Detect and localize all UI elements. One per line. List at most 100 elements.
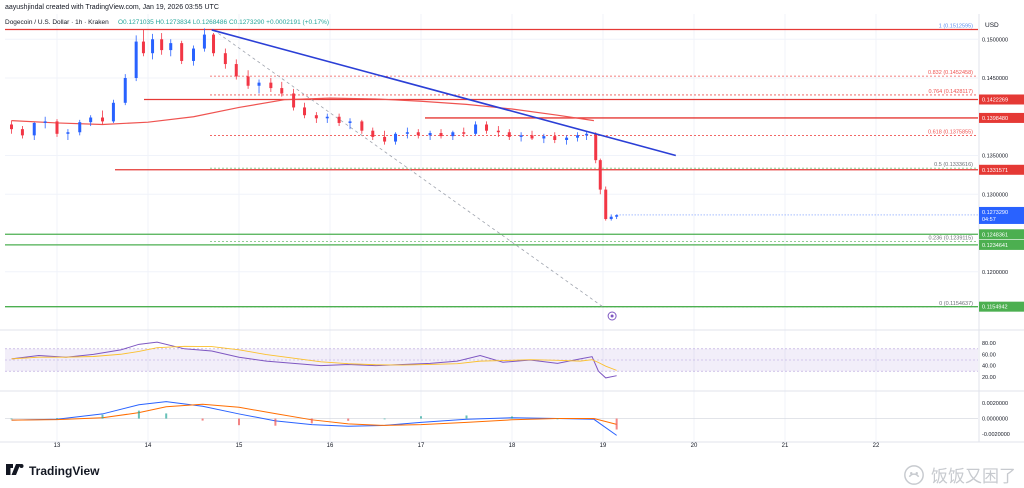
countdown-label: 04:57: [982, 217, 996, 223]
macd-histogram-bar: [274, 418, 277, 426]
candle-body: [257, 82, 261, 86]
candle-body: [280, 88, 284, 94]
candle-body: [615, 215, 619, 217]
candle-body: [10, 124, 13, 130]
macd-histogram-bar: [10, 418, 13, 420]
macd-histogram-bar: [137, 410, 140, 419]
x-tick-label: 17: [418, 443, 425, 449]
watermark: 饭饭又困了: [903, 462, 1016, 487]
candle-body: [325, 116, 329, 119]
candle-body: [576, 135, 580, 138]
candle-body: [151, 39, 155, 54]
candle-body: [604, 189, 608, 220]
candle-body: [269, 82, 273, 89]
level-price-tag: [979, 229, 1024, 240]
macd-histogram-bar: [165, 413, 168, 419]
candle-body: [202, 34, 206, 49]
current-price-label: 0.1273290: [982, 210, 1008, 216]
rsi-tick-label: 20.00: [982, 375, 996, 381]
candle-body: [519, 135, 523, 137]
macd-histogram-bar: [201, 418, 204, 421]
x-tick-label: 19: [600, 443, 607, 449]
level-price-tag: [979, 164, 1024, 175]
x-tick-label: 16: [327, 443, 334, 449]
author-credit: aayushjindal created with TradingView.co…: [5, 4, 219, 11]
candle-body: [169, 43, 173, 51]
macd-histogram-bar: [101, 414, 104, 419]
x-tick-label: 21: [782, 443, 789, 449]
candle-body: [428, 133, 432, 136]
candle-body: [496, 130, 500, 133]
candle-body: [462, 132, 466, 134]
level-price-tag: [979, 301, 1024, 312]
price-tick-label: 0.1450000: [982, 76, 1008, 82]
fib-level-label: 0.5 (0.1333616): [934, 162, 973, 168]
candle-body: [234, 64, 238, 77]
x-tick-label: 20: [691, 443, 698, 449]
macd-tick-label: 0.0000000: [982, 417, 1008, 423]
macd-histogram-bar: [511, 416, 513, 419]
rsi-band: [5, 348, 978, 372]
candle-body: [394, 133, 398, 142]
macd-histogram-bar: [556, 418, 559, 420]
brand-text: TradingView: [29, 464, 100, 478]
macd-line: [11, 401, 617, 436]
candle-body: [134, 41, 138, 78]
price-tick-label: 0.1300000: [982, 192, 1008, 198]
fib-level-label: 0.236 (0.1239115): [928, 235, 973, 241]
event-marker-icon: [607, 311, 617, 321]
level-price-tag: [979, 112, 1024, 123]
x-tick-label: 15: [236, 443, 243, 449]
price-tick-label: 0.1200000: [982, 270, 1008, 276]
x-tick-label: 18: [509, 443, 516, 449]
candle-body: [485, 124, 489, 131]
trendline: [211, 29, 677, 157]
candle-body: [89, 117, 93, 123]
macd-histogram-bar: [238, 418, 240, 426]
price-tick-label: 0.1500000: [982, 37, 1008, 43]
x-tick-label: 22: [873, 443, 880, 449]
level-price-label: 0.1422269: [982, 97, 1008, 103]
rsi-line: [11, 341, 617, 379]
ohlc-values: O0.1271035 H0.1273834 L0.1268486 C0.1273…: [118, 19, 329, 26]
candle-body: [180, 43, 184, 61]
candle-body: [585, 133, 589, 136]
x-tick-label: 14: [145, 443, 152, 449]
candle-body: [348, 121, 352, 123]
chart-area[interactable]: 13 14 15 16 17 18 19 20 21 22 0.1500000 0.1450000 0.…: [0, 14, 1024, 454]
candle-body: [101, 117, 104, 122]
fib-level-label: 0.764 (0.1428117): [928, 89, 973, 95]
macd-tick-label: 0.0020000: [982, 401, 1008, 407]
rsi-ma-line: [11, 345, 617, 371]
rsi-tick-label: 80.00: [982, 341, 996, 347]
watermark-icon: [904, 464, 924, 485]
macd-histogram-bar: [592, 418, 595, 420]
candle-body: [360, 121, 364, 131]
candle-body: [598, 160, 602, 190]
event-marker-dot: [610, 314, 614, 318]
candle-body: [246, 76, 250, 86]
macd-histogram-bar: [383, 418, 386, 420]
candle-body: [565, 137, 569, 140]
level-price-label: 0.1331571: [982, 168, 1008, 174]
candle-body: [43, 121, 47, 123]
candle-body: [78, 122, 82, 133]
candle-body: [212, 34, 216, 54]
candle-body: [439, 133, 443, 137]
candle-body: [553, 136, 557, 140]
macd-histogram-bar: [56, 418, 58, 419]
macd-histogram-bar: [615, 418, 618, 430]
candle-body: [32, 122, 36, 136]
level-price-tag: [979, 239, 1024, 250]
candle-body: [371, 130, 375, 137]
candle-body: [292, 93, 296, 108]
tradingview-logo-icon: [6, 464, 24, 475]
candle-body: [383, 136, 387, 142]
chart-header: aayushjindal created with TradingView.co…: [0, 0, 1024, 16]
level-price-label: 0.1234641: [982, 243, 1008, 249]
macd-histogram-bar: [465, 415, 468, 419]
fib-level-label: 0.832 (0.1452458): [928, 70, 973, 76]
candle-body: [20, 129, 24, 136]
currency-label: USD: [985, 22, 999, 29]
tradingview-logo[interactable]: TradingView: [6, 464, 99, 478]
